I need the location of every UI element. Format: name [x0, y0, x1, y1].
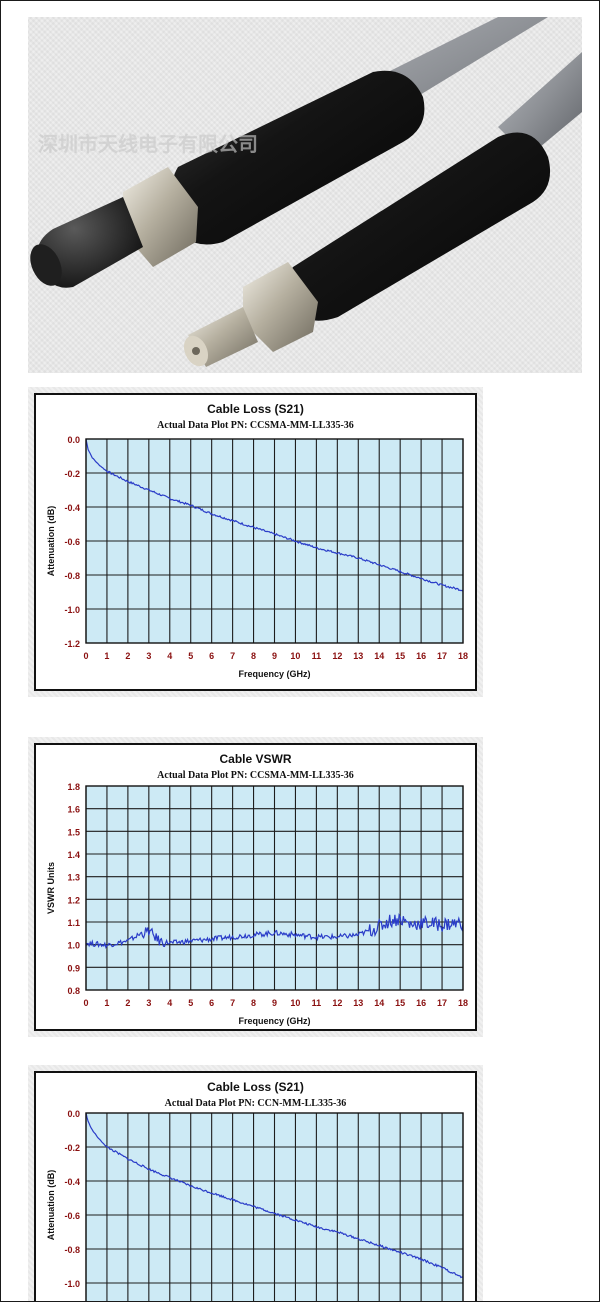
y-tick-label: -0.2	[64, 1143, 80, 1153]
x-axis-label: Frequency (GHz)	[238, 1016, 310, 1026]
y-tick-label: 0.0	[67, 435, 80, 445]
y-tick-label: -0.6	[64, 537, 80, 547]
chart-svg-3: Cable Loss (S21) Actual Data Plot PN: CCN…	[34, 1071, 477, 1301]
x-tick-label: 5	[188, 651, 193, 661]
cable-assembly-illustration: 深圳市天线电子有限公司	[30, 17, 582, 367]
x-tick-label: 16	[416, 651, 426, 661]
x-tick-label: 16	[416, 998, 426, 1008]
dust-cap	[37, 197, 143, 288]
chart-subtitle: Actual Data Plot PN: CCSMA-MM-LL335-36	[157, 420, 354, 431]
x-tick-label: 11	[312, 651, 322, 661]
x-tick-label: 7	[230, 998, 235, 1008]
x-tick-label: 3	[146, 651, 151, 661]
x-tick-label: 13	[353, 651, 363, 661]
x-tick-label: 17	[437, 651, 447, 661]
y-tick-label: -0.4	[64, 1177, 80, 1187]
y-tick-label: -0.8	[64, 1245, 80, 1255]
x-tick-label: 14	[374, 998, 384, 1008]
x-tick-label: 9	[272, 651, 277, 661]
y-tick-label: -1.2	[64, 639, 80, 649]
x-tick-label: 4	[167, 651, 172, 661]
x-tick-label: 5	[188, 998, 193, 1008]
chart-svg-2: Cable VSWR Actual Data Plot PN: CCSMA-MM-…	[34, 743, 477, 1031]
y-tick-label: 1.8	[67, 782, 80, 792]
chart-title: Cable VSWR	[219, 752, 291, 766]
x-tick-label: 12	[332, 998, 342, 1008]
plot-frame	[85, 438, 464, 644]
x-tick-label: 18	[458, 651, 468, 661]
cable-jacket-lower	[498, 52, 582, 157]
x-tick-label: 10	[290, 998, 300, 1008]
y-tick-label: 1.3	[67, 873, 80, 883]
x-tick-label: 4	[167, 998, 172, 1008]
x-tick-label: 8	[251, 998, 256, 1008]
x-tick-label: 13	[353, 998, 363, 1008]
series-line	[85, 438, 464, 592]
series-line	[85, 1112, 464, 1279]
y-axis-label: Attenuation (dB)	[46, 1170, 56, 1240]
watermark-text: 深圳市天线电子有限公司	[38, 132, 258, 156]
x-tick-label: 11	[312, 998, 322, 1008]
y-tick-label: 1.6	[67, 805, 80, 815]
chart-svg-1: Cable Loss (S21) Actual Data Plot PN: CCS…	[34, 393, 477, 691]
x-tick-label: 7	[230, 651, 235, 661]
y-tick-label: 1.5	[67, 827, 80, 837]
series-line	[85, 912, 464, 950]
y-axis-label: VSWR Units	[46, 862, 56, 914]
x-tick-label: 2	[125, 651, 130, 661]
hex-nut-upper	[123, 167, 198, 267]
y-tick-label: 1.0	[67, 941, 80, 951]
x-tick-label: 15	[395, 998, 405, 1008]
x-tick-label: 6	[209, 998, 214, 1008]
x-axis-label: Frequency (GHz)	[238, 669, 310, 679]
x-tick-label: 18	[458, 998, 468, 1008]
y-tick-label: 0.9	[67, 963, 80, 973]
hex-nut-lower	[243, 262, 318, 352]
x-tick-label: 17	[437, 998, 447, 1008]
chart-title: Cable Loss (S21)	[207, 1080, 304, 1094]
chart-cable-loss-2: Cable Loss (S21) Actual Data Plot PN: CCN…	[28, 1065, 483, 1301]
strain-relief-boot-upper	[170, 70, 425, 245]
chart-subtitle: Actual Data Plot PN: CCN-MM-LL335-36	[165, 1098, 347, 1109]
x-tick-label: 9	[272, 998, 277, 1008]
x-tick-label: 15	[395, 651, 405, 661]
cable-photo: 深圳市天线电子有限公司	[28, 17, 582, 373]
x-tick-label: 0	[83, 651, 88, 661]
dust-cap-end	[30, 244, 62, 286]
y-axis-label: Attenuation (dB)	[46, 506, 56, 576]
y-tick-label: 1.4	[67, 850, 80, 860]
x-tick-label: 0	[83, 998, 88, 1008]
plot-frame	[85, 1112, 464, 1301]
y-tick-label: 1.1	[67, 918, 80, 928]
chart-title: Cable Loss (S21)	[207, 402, 304, 416]
x-tick-label: 1	[104, 651, 109, 661]
strain-relief-boot-lower	[287, 132, 551, 321]
x-tick-label: 3	[146, 998, 151, 1008]
chart-vswr: Cable VSWR Actual Data Plot PN: CCSMA-MM-…	[28, 737, 483, 1037]
y-tick-label: 0.0	[67, 1109, 80, 1119]
y-tick-label: -0.8	[64, 571, 80, 581]
y-tick-label: -0.4	[64, 503, 80, 513]
y-tick-label: -1.0	[64, 1279, 80, 1289]
y-tick-label: -1.0	[64, 605, 80, 615]
x-tick-label: 1	[104, 998, 109, 1008]
x-tick-label: 10	[290, 651, 300, 661]
y-tick-label: -0.6	[64, 1211, 80, 1221]
center-pin	[192, 347, 200, 355]
chart-cable-loss-1: Cable Loss (S21) Actual Data Plot PN: CCS…	[28, 387, 483, 697]
x-tick-label: 14	[374, 651, 384, 661]
x-tick-label: 2	[125, 998, 130, 1008]
x-tick-label: 8	[251, 651, 256, 661]
y-tick-label: -0.2	[64, 469, 80, 479]
x-tick-label: 12	[332, 651, 342, 661]
y-tick-label: 1.2	[67, 895, 80, 905]
plot-frame	[85, 785, 464, 991]
y-tick-label: 0.8	[67, 986, 80, 996]
x-tick-label: 6	[209, 651, 214, 661]
chart-subtitle: Actual Data Plot PN: CCSMA-MM-LL335-36	[157, 770, 354, 781]
